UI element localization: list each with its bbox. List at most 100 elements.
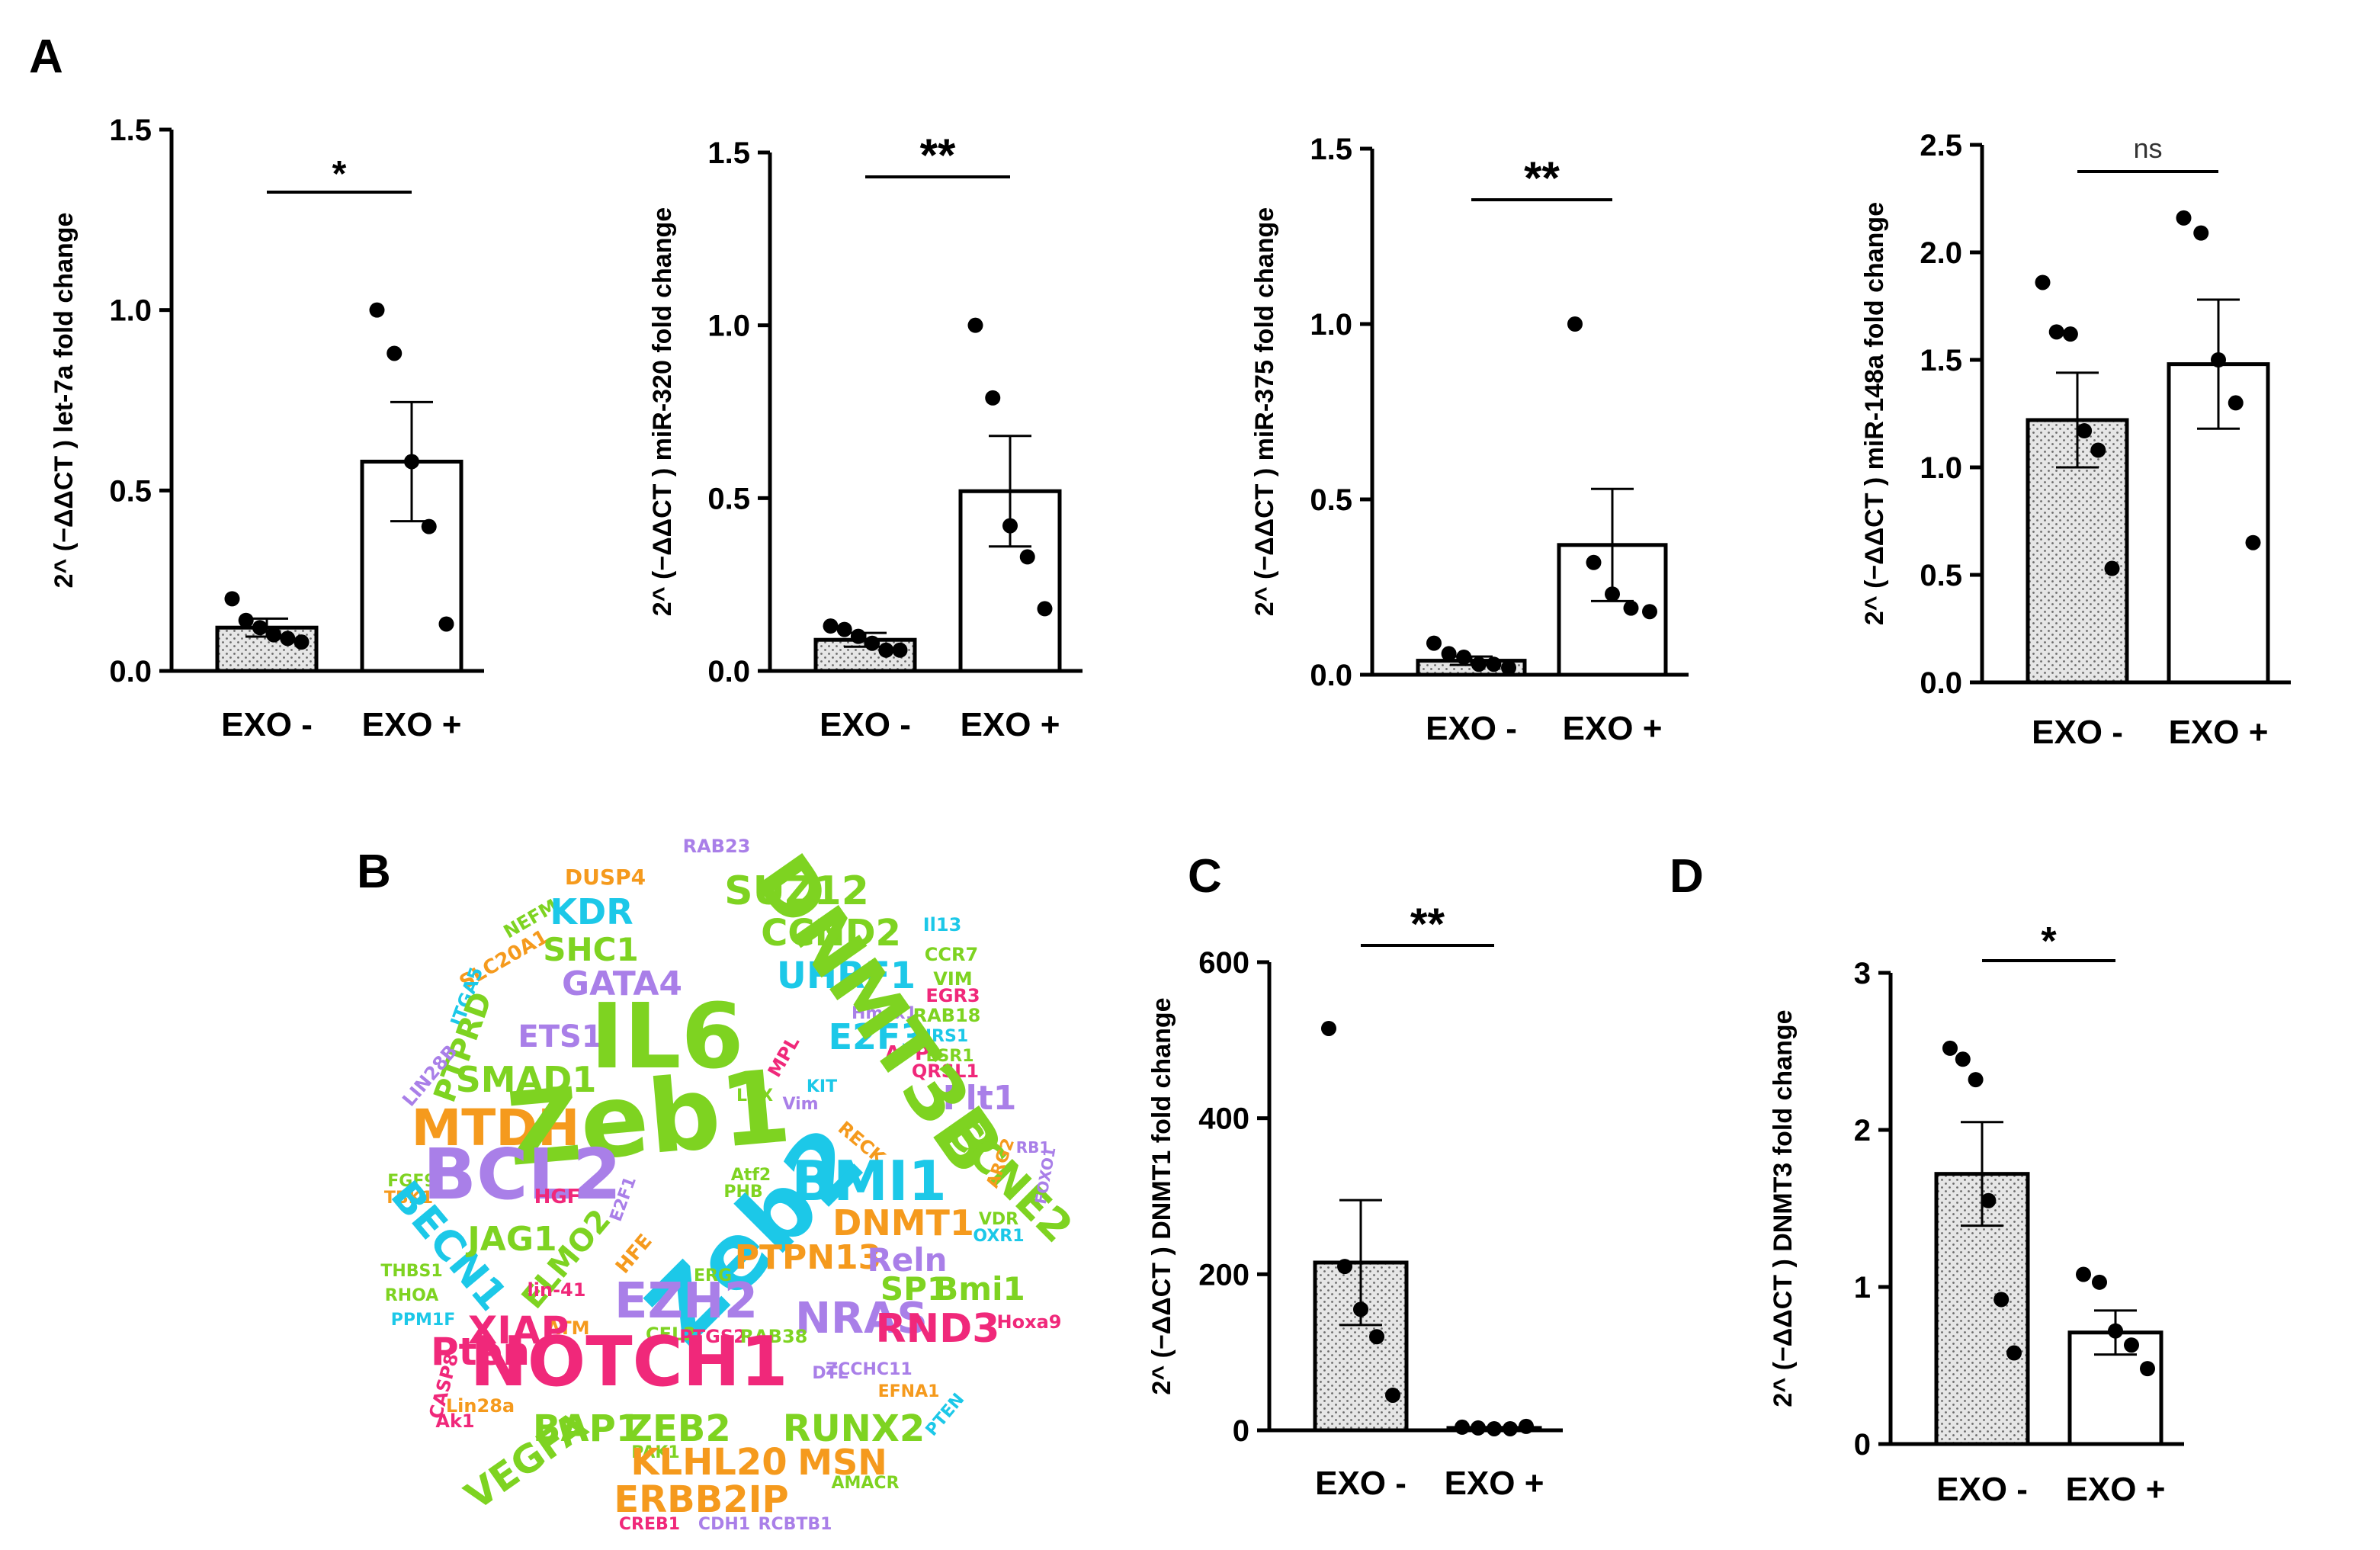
- word-cloud-word: Lin28a: [446, 1395, 515, 1417]
- data-point: [2140, 1361, 2155, 1377]
- y-tick-label: 2: [1854, 1114, 1871, 1147]
- panel-label-a: A: [29, 30, 63, 83]
- word-cloud-word: ERG: [694, 1266, 732, 1285]
- y-axis-title: 2^ (−ΔΔCT ) miR-375 fold change: [1250, 207, 1279, 616]
- data-point: [224, 591, 240, 607]
- word-cloud-word: LOX: [736, 1086, 773, 1106]
- word-cloud-word: ZCCHC11: [826, 1360, 912, 1379]
- word-cloud-word: Bmi1: [934, 1270, 1025, 1308]
- word-cloud-word: XIAP: [468, 1308, 569, 1353]
- word-cloud-word: VEGFA: [457, 1403, 595, 1519]
- data-point: [823, 618, 839, 634]
- word-cloud-word: BCL2: [423, 1134, 621, 1215]
- data-point: [1501, 659, 1516, 676]
- word-cloud-word: ATM: [547, 1317, 590, 1339]
- data-point: [1019, 549, 1035, 565]
- chart-dnmt1: 0 200 400 600 EXO - EXO + ** 2^ (−ΔΔCT ) DNMT1 …: [1147, 900, 1563, 1502]
- data-point: [1993, 1292, 2010, 1308]
- word-cloud-word: DTL: [812, 1364, 848, 1383]
- word-cloud-word: SP1: [880, 1270, 949, 1308]
- data-point: [1037, 601, 1053, 617]
- word-cloud-word: SHC1: [543, 931, 638, 968]
- data-point: [369, 302, 385, 318]
- data-point: [2211, 352, 2226, 367]
- word-cloud-word: FGF9: [387, 1172, 435, 1191]
- y-tick-label: 0.5: [707, 482, 750, 515]
- word-cloud-word: AMACR: [831, 1474, 899, 1493]
- data-point: [2062, 326, 2078, 342]
- panel-label-c: C: [1188, 850, 1222, 903]
- data-point: [1321, 1020, 1336, 1036]
- word-cloud-word: PTPN13: [735, 1238, 882, 1277]
- word-cloud-word: HGF: [534, 1186, 581, 1208]
- word-cloud-word: KLHL20: [630, 1441, 787, 1484]
- data-point: [1455, 1419, 1470, 1435]
- chart-dnmt3: 0 1 2 3 EXO - EXO + * 2^ (−ΔΔCT ) DNMT3 fold ch…: [1769, 919, 2184, 1508]
- word-cloud-word: APP: [885, 1042, 929, 1065]
- y-tick-label: 1.0: [1920, 451, 1962, 485]
- word-cloud-word: EFNA1: [878, 1382, 940, 1401]
- word-cloud-word: RB1: [1016, 1138, 1050, 1157]
- data-point: [1456, 650, 1472, 665]
- y-tick-label: 1: [1854, 1271, 1871, 1305]
- data-point: [2193, 225, 2209, 241]
- chart-mir148a: 0.0 0.5 1.0 1.5 2.0 2.5 EXO - EXO + ns 2^ (−ΔΔCT …: [1860, 129, 2291, 751]
- word-cloud-word: Hmox1: [852, 1004, 917, 1023]
- data-point: [387, 345, 403, 361]
- data-point: [1605, 586, 1620, 602]
- significance-label: **: [1524, 152, 1560, 204]
- word-cloud-word: CCR7: [925, 944, 978, 965]
- word-cloud-word: CFL2: [646, 1324, 696, 1345]
- data-point: [280, 631, 296, 647]
- word-cloud-word: MTDH: [412, 1099, 580, 1157]
- y-tick-label: 0.5: [1920, 559, 1962, 592]
- word-cloud-word: Ak1: [435, 1410, 474, 1432]
- y-tick-label: 0.5: [1310, 483, 1352, 517]
- data-point: [2076, 1266, 2091, 1282]
- y-tick-label: 1.0: [707, 310, 750, 343]
- data-point: [2092, 1274, 2107, 1290]
- word-cloud-word: DNMT1: [832, 1202, 974, 1244]
- word-cloud-word: RAB38: [740, 1326, 808, 1347]
- category-label: EXO +: [362, 706, 462, 743]
- category-label: EXO +: [961, 706, 1060, 743]
- data-point: [2245, 534, 2261, 550]
- word-cloud-word: RCBTB1: [759, 1515, 832, 1534]
- data-point: [1503, 1420, 1518, 1436]
- data-point: [1486, 656, 1502, 672]
- word-cloud-word: MSN: [797, 1442, 887, 1483]
- y-tick-label: 0: [1233, 1414, 1249, 1448]
- data-point: [878, 642, 894, 658]
- word-cloud-word: OXR1: [973, 1227, 1024, 1246]
- y-tick-label: 1.5: [1310, 133, 1352, 166]
- significance-label: **: [1410, 900, 1445, 949]
- category-label: EXO +: [2066, 1471, 2166, 1508]
- category-label: EXO -: [1936, 1471, 2028, 1508]
- y-axis-title: 2^ (−ΔΔCT ) let-7a fold change: [50, 213, 79, 589]
- y-tick-label: 0.0: [1920, 666, 1962, 700]
- y-axis-title: 2^ (−ΔΔCT ) miR-320 fold change: [648, 207, 677, 616]
- data-point: [238, 612, 254, 628]
- y-tick-label: 0.0: [1310, 659, 1352, 692]
- data-point: [1487, 1420, 1502, 1436]
- word-cloud-word: KIT: [807, 1077, 837, 1096]
- data-point: [252, 620, 268, 636]
- data-point: [2090, 442, 2106, 458]
- data-point: [2228, 395, 2244, 411]
- data-point: [1002, 518, 1018, 534]
- data-point: [1337, 1259, 1352, 1275]
- data-point: [421, 518, 437, 534]
- data-point: [1623, 600, 1639, 616]
- word-cloud-word: ZEB2: [626, 1407, 731, 1450]
- y-tick-label: 400: [1198, 1102, 1249, 1136]
- y-tick-label: 0.0: [707, 655, 750, 688]
- word-cloud-word: PTGS2: [679, 1326, 746, 1347]
- word-cloud-word: JAG1: [465, 1220, 557, 1259]
- y-axis-title: 2^ (−ΔΔCT ) DNMT3 fold change: [1769, 1009, 1798, 1407]
- data-point: [1385, 1387, 1400, 1403]
- word-cloud-word: RUNX2: [783, 1407, 925, 1450]
- data-point: [2124, 1337, 2139, 1353]
- y-tick-label: 0: [1854, 1428, 1871, 1462]
- category-label: EXO -: [820, 706, 911, 743]
